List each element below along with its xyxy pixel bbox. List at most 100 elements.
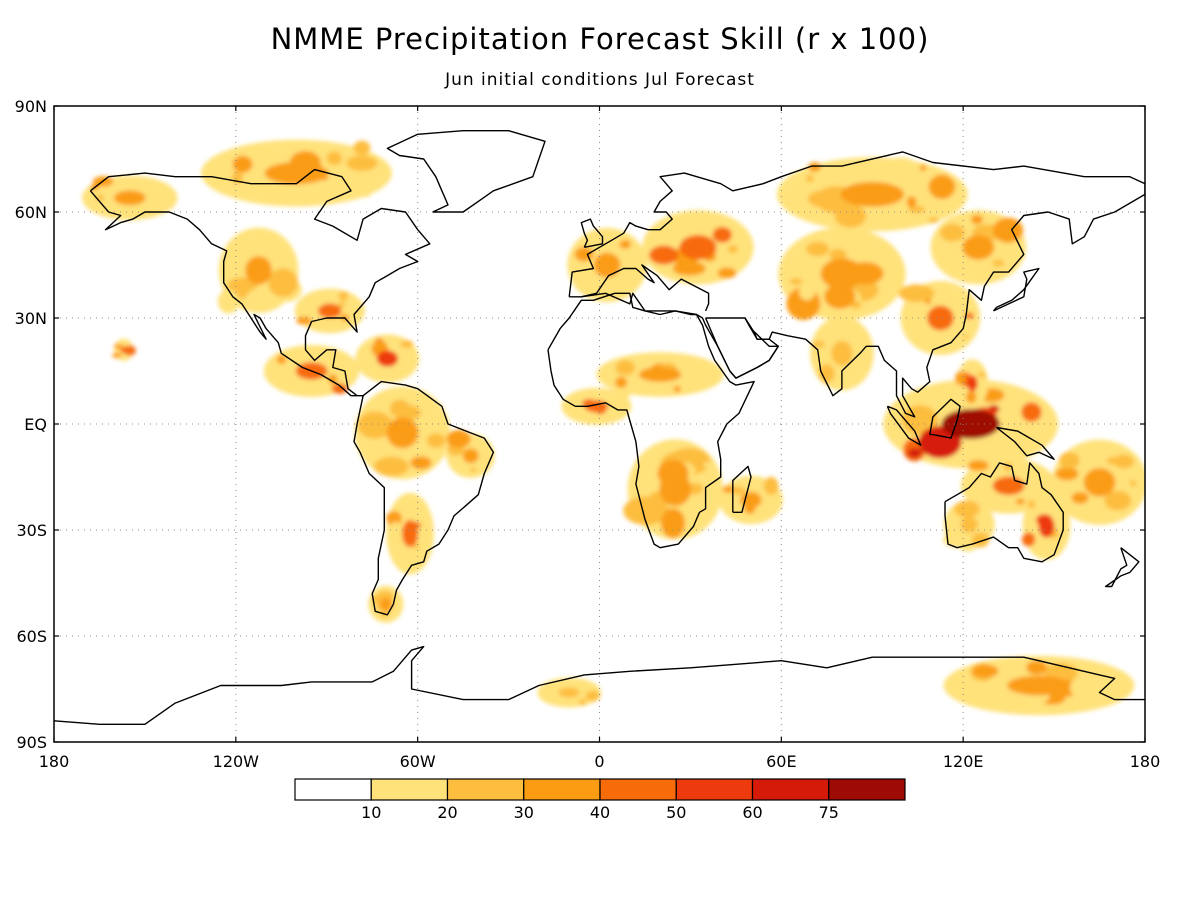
lon-tick-label: 180: [1130, 752, 1161, 771]
skill-patch: [585, 690, 600, 702]
coastline-new-zealand: [1104, 547, 1140, 588]
lon-tick-label: 60E: [766, 752, 796, 771]
skill-patch: [1015, 498, 1025, 505]
skill-patch: [712, 226, 732, 243]
grid-lines: [54, 106, 1145, 742]
skill-patch: [1026, 660, 1048, 675]
skill-patch: [898, 284, 935, 303]
coastline-australia: [944, 462, 1064, 563]
skill-patch: [394, 404, 421, 421]
skill-patch: [965, 312, 974, 320]
skill-patch: [579, 698, 587, 706]
skill-patch: [391, 521, 399, 528]
skill-patch: [838, 324, 854, 334]
skill-patch: [1021, 402, 1042, 422]
skill-patch: [939, 223, 965, 242]
skill-core: [462, 448, 479, 464]
skill-patch: [574, 247, 594, 262]
skill-patch: [543, 693, 550, 699]
skill-core: [1038, 515, 1055, 538]
skill-patch: [112, 352, 122, 359]
skill-patch: [346, 155, 378, 171]
skill-patch: [954, 500, 980, 518]
skill-patch: [446, 429, 471, 448]
colorbar-swatch: [370, 778, 449, 801]
skill-patch: [808, 162, 822, 172]
skill-core: [679, 234, 717, 260]
skill-patch: [717, 267, 737, 279]
skill-patch: [971, 214, 983, 225]
skill-patch: [955, 371, 966, 385]
skill-patch: [843, 162, 862, 180]
skill-core: [402, 519, 419, 548]
skill-patch: [264, 145, 283, 161]
map-title: NMME Precipitation Forecast Skill (r x 1…: [270, 22, 930, 56]
skill-patch: [907, 448, 922, 458]
skill-patch: [727, 245, 738, 254]
skill-patch: [884, 157, 918, 178]
skill-patch: [357, 411, 393, 439]
coastlines: [54, 130, 1145, 725]
lat-tick-label: 60N: [15, 203, 47, 222]
skill-patch: [400, 340, 414, 348]
skill-patch: [574, 272, 596, 294]
skill-core: [941, 409, 1000, 439]
skill-patch: [805, 174, 814, 183]
skill-core: [120, 346, 127, 354]
skill-patch: [908, 205, 926, 214]
skill-patch: [818, 331, 828, 337]
lat-tick-label: 30N: [15, 309, 47, 328]
colorbar-swatch: [446, 778, 525, 801]
skill-patch: [327, 374, 338, 385]
skill-patch: [296, 316, 312, 325]
skill-core: [245, 256, 272, 285]
skill-patch: [386, 510, 402, 526]
skill-core: [960, 516, 978, 533]
skill-patch: [615, 376, 628, 388]
skill-core: [558, 687, 580, 698]
skill-patch: [807, 190, 834, 207]
coastline-sumatra: [886, 405, 922, 446]
coastline-new-guinea: [996, 426, 1055, 460]
skill-patch: [919, 164, 927, 172]
skill-patch: [673, 385, 681, 393]
lat-tick-label: 90S: [16, 733, 47, 752]
skill-patch: [413, 544, 420, 549]
skill-patch: [818, 364, 835, 383]
skill-core: [820, 258, 864, 290]
coastline-greenland: [386, 130, 546, 213]
skill-patch: [978, 371, 986, 378]
skill-patch: [812, 340, 825, 348]
lon-tick-label: 180: [39, 752, 70, 771]
skill-patch: [829, 248, 847, 261]
skill-patch: [326, 151, 343, 166]
skill-patch: [798, 282, 816, 301]
colorbar-label: 20: [437, 803, 457, 822]
skill-patch: [123, 345, 136, 356]
skill-patch: [338, 302, 346, 308]
skill-patch: [619, 239, 632, 249]
skill-core: [264, 162, 329, 185]
skill-core: [593, 252, 621, 278]
coastline-arabia: [704, 317, 779, 379]
skill-patch: [102, 193, 118, 207]
skill-patch: [1010, 462, 1025, 474]
skill-patch: [353, 140, 371, 155]
skill-patch: [1069, 676, 1096, 699]
skill-patch: [217, 289, 240, 314]
skill-patch: [992, 259, 1005, 267]
skill-patch: [232, 155, 253, 173]
skill-patch: [789, 278, 803, 285]
colorbar-label: 50: [666, 803, 686, 822]
skill-patch: [925, 298, 932, 305]
lon-tick-label: 60W: [400, 752, 436, 771]
skill-patch: [469, 467, 477, 472]
skill-core: [1007, 675, 1071, 696]
lat-tick-label: 30S: [16, 521, 47, 540]
skill-patch: [703, 461, 717, 468]
lat-tick-label: EQ: [24, 415, 47, 434]
skill-core: [840, 181, 905, 207]
colorbar-label: 75: [819, 803, 839, 822]
